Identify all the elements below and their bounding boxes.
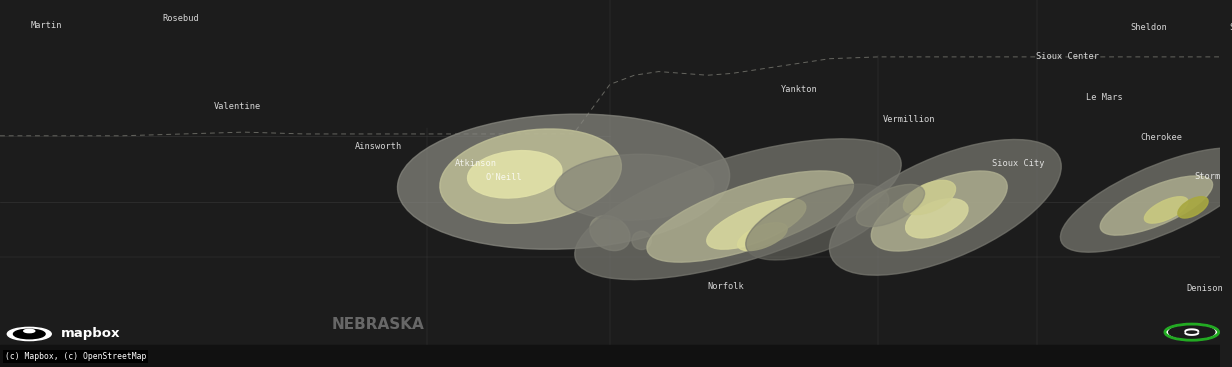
Ellipse shape xyxy=(1178,197,1209,218)
Ellipse shape xyxy=(554,154,713,220)
Text: mapbox: mapbox xyxy=(62,327,121,341)
Circle shape xyxy=(23,329,34,333)
Circle shape xyxy=(1169,325,1215,339)
Text: Norfolk: Norfolk xyxy=(707,282,744,291)
Text: Valentine: Valentine xyxy=(214,102,261,111)
Ellipse shape xyxy=(1145,197,1188,223)
Ellipse shape xyxy=(590,215,630,251)
Ellipse shape xyxy=(468,150,562,198)
Ellipse shape xyxy=(398,114,729,249)
Ellipse shape xyxy=(856,185,924,226)
Ellipse shape xyxy=(440,129,621,224)
Text: Atkinson: Atkinson xyxy=(455,159,496,168)
Text: Denison: Denison xyxy=(1186,284,1223,292)
Ellipse shape xyxy=(903,180,956,215)
Text: O'Neill: O'Neill xyxy=(485,174,522,182)
Text: Cherokee: Cherokee xyxy=(1141,133,1183,142)
Text: Le Mars: Le Mars xyxy=(1085,93,1122,102)
Text: Sheldon: Sheldon xyxy=(1131,23,1168,32)
Text: Vermillion: Vermillion xyxy=(882,115,935,124)
Ellipse shape xyxy=(745,184,888,260)
Ellipse shape xyxy=(906,199,968,238)
Ellipse shape xyxy=(707,199,806,249)
Ellipse shape xyxy=(647,171,854,262)
Ellipse shape xyxy=(829,139,1061,275)
Text: Ainsworth: Ainsworth xyxy=(355,142,402,151)
Text: Rosebud: Rosebud xyxy=(163,14,198,23)
Text: Sioux City: Sioux City xyxy=(992,159,1045,168)
Ellipse shape xyxy=(738,223,787,251)
Circle shape xyxy=(14,329,46,339)
Ellipse shape xyxy=(1100,176,1212,235)
Ellipse shape xyxy=(1061,148,1232,252)
Text: S: S xyxy=(1230,23,1232,32)
Text: Martin: Martin xyxy=(31,21,62,30)
Circle shape xyxy=(7,327,52,341)
Text: (c) Mapbox, (c) OpenStreetMap: (c) Mapbox, (c) OpenStreetMap xyxy=(5,352,147,361)
Text: Yankton: Yankton xyxy=(781,86,817,94)
Text: Sioux Center: Sioux Center xyxy=(1036,52,1099,61)
Text: Storm: Storm xyxy=(1195,172,1221,181)
Text: NEBRASKA: NEBRASKA xyxy=(331,317,425,332)
Bar xyxy=(0,345,1220,367)
Ellipse shape xyxy=(632,231,652,250)
Circle shape xyxy=(1165,324,1218,340)
Ellipse shape xyxy=(575,139,902,280)
Ellipse shape xyxy=(871,171,1008,251)
